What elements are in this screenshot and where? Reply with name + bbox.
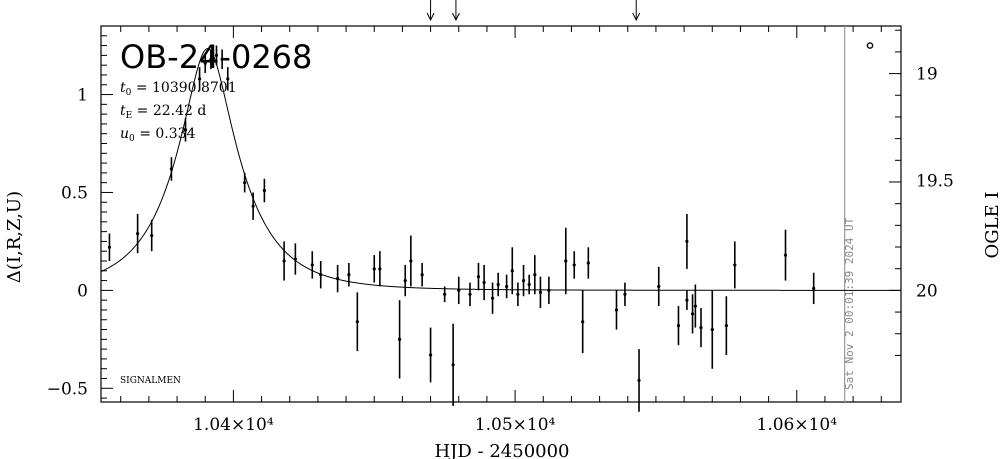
data-point xyxy=(637,378,641,383)
data-point xyxy=(428,353,433,357)
param-te: tE = 22.42 d xyxy=(120,103,206,121)
data-point xyxy=(372,267,376,271)
data-point xyxy=(685,239,689,244)
y-tick-label-left: 0.5 xyxy=(61,183,88,203)
data-point xyxy=(169,167,174,171)
data-point xyxy=(197,77,202,81)
data-point xyxy=(521,278,526,283)
data-point xyxy=(397,337,402,341)
data-point xyxy=(107,245,112,249)
param-u0: u0 = 0.334 xyxy=(120,126,196,144)
y-axis-label-left: Δ(I,R,Z,U) xyxy=(4,191,25,283)
data-point xyxy=(538,290,543,294)
data-point xyxy=(251,204,255,208)
data-point xyxy=(262,188,266,193)
chart-title: OB-24-0268 xyxy=(120,38,312,76)
param-t0: t0 = 10390.8701 xyxy=(120,80,237,98)
data-point xyxy=(282,259,286,263)
data-point xyxy=(378,267,382,271)
data-point xyxy=(482,280,486,285)
data-point xyxy=(355,320,359,324)
legend-mark xyxy=(866,42,874,49)
y-tick-label-right: 20 xyxy=(916,281,938,301)
data-point xyxy=(183,128,188,132)
data-point xyxy=(468,292,472,296)
plot-frame xyxy=(100,25,902,403)
data-point xyxy=(310,263,314,267)
data-point xyxy=(812,286,816,291)
data-point xyxy=(623,292,627,296)
data-point xyxy=(505,284,509,289)
data-point xyxy=(586,261,590,265)
timestamp-label: Sat Nov 2 00:01:39 2024 UT xyxy=(843,217,856,390)
arrow-marker-head xyxy=(632,12,641,22)
arrow-marker-head xyxy=(451,12,460,22)
data-point xyxy=(409,259,413,263)
y-tick-label-left: 1 xyxy=(77,86,88,106)
data-point xyxy=(420,273,424,277)
x-tick-label: 1.05×10⁴ xyxy=(475,415,556,435)
data-point xyxy=(347,273,351,277)
data-point xyxy=(710,327,714,332)
data-point xyxy=(510,269,514,273)
x-axis-label: HJD - 2450000 xyxy=(434,441,569,459)
data-point xyxy=(403,278,407,283)
data-point xyxy=(243,181,247,185)
data-point xyxy=(527,282,531,287)
y-tick-label-right: 19.5 xyxy=(916,171,954,191)
data-point xyxy=(319,273,323,277)
x-tick-label: 1.04×10⁴ xyxy=(193,415,274,435)
y-tick-label-right: 19 xyxy=(916,65,938,85)
data-point xyxy=(220,57,224,61)
data-point xyxy=(690,312,695,316)
data-point xyxy=(614,308,619,312)
data-point xyxy=(572,263,576,267)
data-point xyxy=(490,296,495,300)
data-point xyxy=(724,324,728,328)
data-point xyxy=(226,77,230,81)
y-tick-label-left: −0.5 xyxy=(47,379,88,399)
data-point xyxy=(150,233,154,238)
arrow-marker-head xyxy=(426,12,435,22)
data-point xyxy=(443,292,447,296)
y-axis-label-right: OGLE I xyxy=(982,191,1003,258)
data-point xyxy=(547,288,551,292)
data-point xyxy=(457,288,461,292)
data-point xyxy=(476,275,481,279)
data-point xyxy=(209,57,213,61)
data-point xyxy=(293,257,297,261)
data-point xyxy=(657,284,661,289)
data-point xyxy=(733,263,737,267)
y-tick-label-left: 0 xyxy=(77,281,88,301)
data-point xyxy=(214,53,219,57)
data-point xyxy=(516,292,520,296)
data-point xyxy=(581,320,585,324)
data-point xyxy=(496,282,500,287)
data-point xyxy=(533,273,537,277)
data-point xyxy=(564,259,568,263)
data-point xyxy=(676,324,681,328)
data-point xyxy=(699,325,703,330)
data-point xyxy=(203,61,207,65)
model-curve xyxy=(100,48,901,291)
data-point xyxy=(136,231,140,236)
data-point xyxy=(451,363,455,367)
corner-label: SIGNALMEN xyxy=(120,376,181,386)
data-point xyxy=(336,277,340,281)
data-point xyxy=(685,298,689,302)
data-point xyxy=(783,253,788,257)
x-tick-label: 1.06×10⁴ xyxy=(757,415,838,435)
data-point xyxy=(693,304,697,308)
